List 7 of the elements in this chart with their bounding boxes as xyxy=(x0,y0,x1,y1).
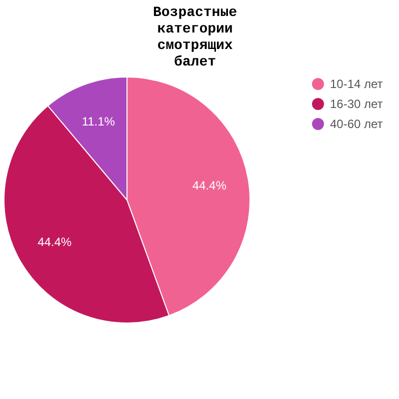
legend-label: 10-14 лет xyxy=(330,77,384,92)
legend-label: 16-30 лет xyxy=(330,97,384,112)
data-label: 11.1% xyxy=(82,114,116,129)
chart-title: Возрастные категории смотрящих балет xyxy=(152,5,238,70)
legend-label: 40-60 лет xyxy=(330,117,384,132)
data-label: 44.4% xyxy=(38,235,72,250)
data-label: 44.4% xyxy=(192,178,227,193)
